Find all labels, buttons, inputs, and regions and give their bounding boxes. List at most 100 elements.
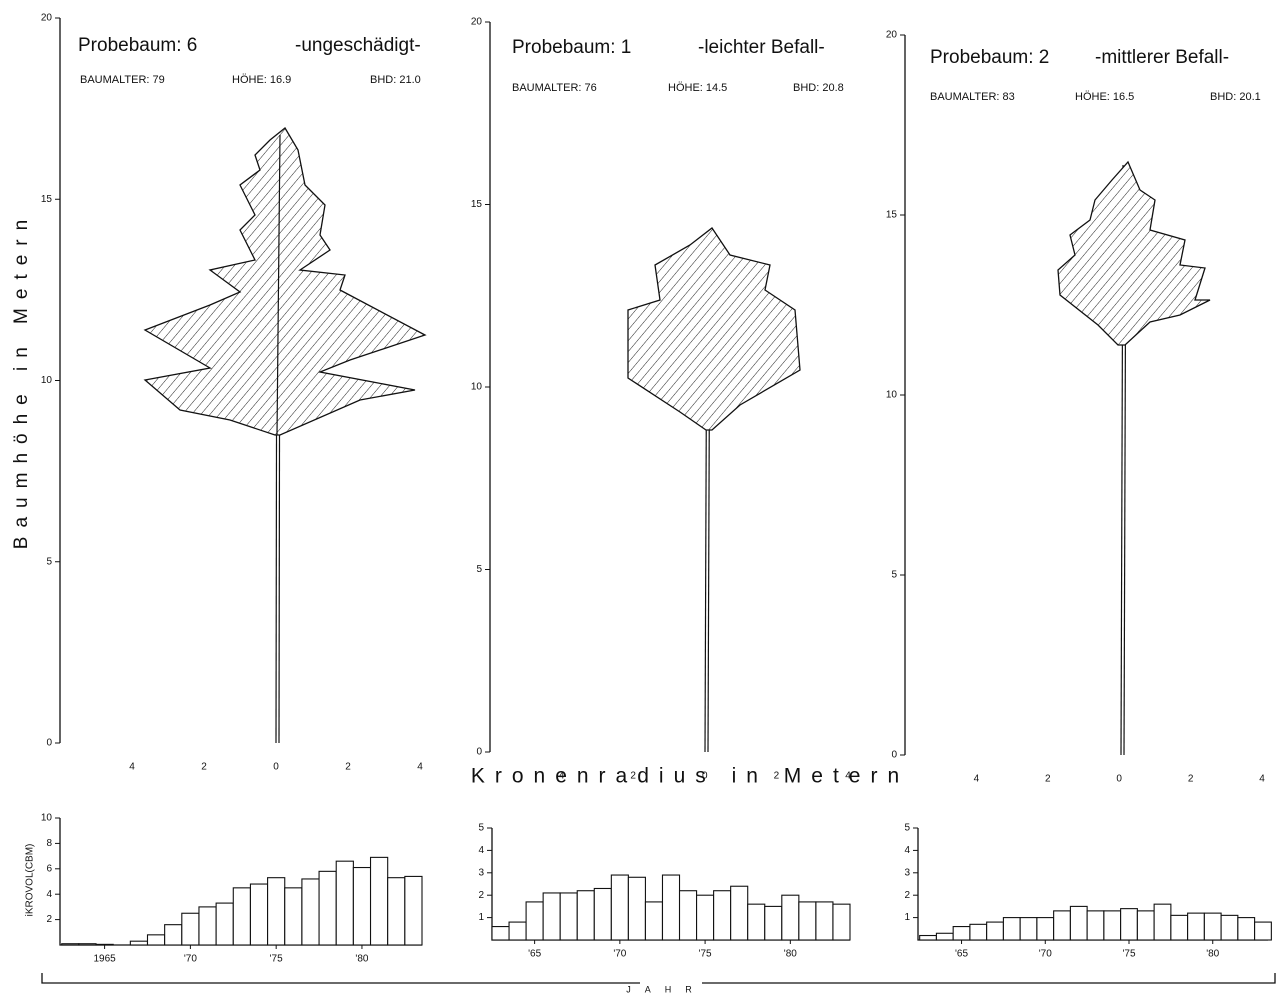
y-tick-label: 20 [471,17,483,28]
x-tick-label: '75 [1122,949,1135,960]
x-tick-label: 4 [1259,774,1265,785]
tree-info: HÖHE: 16.9 [232,74,291,86]
bar [61,943,80,946]
bar [335,860,354,946]
bar [1153,903,1172,941]
y-tick-label: 4 [478,845,484,856]
y-tick-label: 2 [478,890,484,901]
y-tick-label: 5 [46,556,52,567]
x-tick-label: '70 [1039,949,1052,960]
bar [627,876,646,941]
y-tick-label: 10 [471,382,483,393]
y-tick-label: 5 [476,564,482,575]
y-tick-label: 5 [478,823,484,834]
bar [1254,921,1272,941]
panel-subtitle: -ungeschädigt- [295,35,421,56]
y-tick-label: 0 [46,738,52,749]
bar [1220,914,1239,941]
x-tick-label: '65 [528,949,541,960]
x-tick-label: 2 [201,762,207,773]
tree-info: BHD: 20.8 [793,82,844,94]
x-tick-label: 2 [345,762,351,773]
y-tick-label: 20 [886,30,898,41]
x-tick-label: 4 [974,774,980,785]
bar [491,926,510,941]
x-tick-label: 2 [630,771,636,782]
bar [559,892,578,941]
bar [832,903,851,941]
bar [1002,917,1021,941]
y-tick-label: 2 [904,890,910,901]
bar [369,856,389,946]
bar [164,924,183,946]
bar [284,887,303,946]
y-tick-label: 6 [46,863,52,874]
bar [387,877,406,946]
x-tick-label: 4 [417,762,423,773]
bar [249,883,269,946]
x-tick-label: 2 [774,771,780,782]
x-tick-label: '80 [1206,949,1219,960]
y-tick-label: 10 [886,390,898,401]
x-tick-label: '70 [184,954,197,965]
bar [198,906,217,946]
tree-drawing [143,127,1211,756]
bar [1120,908,1138,941]
bar [1203,912,1222,941]
panel-title: Probebaum: 1 [512,37,631,58]
x-tick-label: 4 [559,771,565,782]
tree-info: BAUMALTER: 76 [512,82,597,94]
bar [952,926,971,941]
y-tick-label: 1 [904,912,910,923]
bar [146,934,166,946]
bar [661,874,681,941]
y-tick-label: 0 [476,747,482,758]
x-tick-label: 4 [129,762,135,773]
bar [181,912,200,946]
x-tick-label: '80 [355,954,368,965]
bar-x-label: JAHR [626,984,706,994]
bar [1086,910,1105,941]
x-tick-label: '80 [784,949,797,960]
panel-subtitle: -mittlerer Befall- [1095,47,1229,68]
bar [678,890,698,941]
bar [542,892,561,941]
year-bracket [41,973,1276,984]
bar [215,902,234,946]
bar [301,878,320,946]
bar [919,934,937,941]
bar [232,887,251,946]
x-tick-label: 0 [702,771,708,782]
x-tick-label: 4 [845,771,851,782]
bar [1069,905,1088,941]
bar [318,870,337,946]
y-tick-label: 2 [46,914,52,925]
bar [95,943,114,946]
bar [525,901,544,941]
bar [764,905,783,941]
bar [267,877,286,946]
y-tick-label: 10 [41,813,53,824]
bar [1019,917,1038,941]
y-tick-label: 8 [46,838,52,849]
bar [969,923,988,941]
panel-subtitle: -leichter Befall- [698,37,825,58]
y-tick-label: 15 [471,199,483,210]
bar [576,890,595,941]
x-axis-label: Kronenradius in Metern [471,765,909,788]
x-tick-label: '70 [613,949,626,960]
bar [747,903,766,941]
bar [78,943,97,946]
x-tick-label: 0 [1116,774,1122,785]
x-tick-label: '75 [699,949,712,960]
y-tick-label: 4 [46,889,52,900]
bar [696,894,715,941]
bar [1237,917,1256,941]
x-tick-label: 1965 [93,954,116,965]
y-tick-label: 0 [891,750,897,761]
y-tick-label: 10 [41,375,53,386]
y-tick-label: 4 [904,845,910,856]
bar [713,890,732,941]
bar [404,875,423,946]
